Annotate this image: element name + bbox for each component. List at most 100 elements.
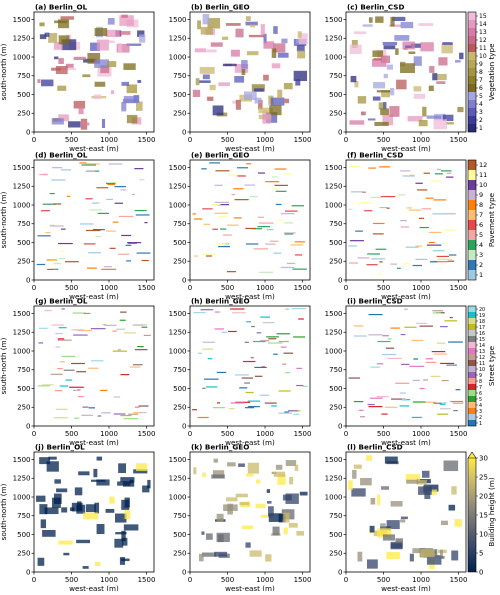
street-segment [59,257,65,260]
colorbar-label: Street type [487,345,496,386]
x-axis-label: west-east (m) [225,584,275,591]
street-segment [216,371,227,374]
map-patch [422,470,430,478]
x-tick-label: 500 [377,284,390,292]
y-tick-label: 250 [17,110,30,118]
colorbar-tick-label: 15 [479,13,487,20]
map-patch [133,469,148,474]
map-patch [58,114,69,122]
map-texture-g [37,308,151,420]
map-patch [136,101,143,111]
street-segment [280,213,295,215]
street-segment [57,338,65,340]
y-tick-label: 1500 [325,16,343,24]
street-segment [436,342,446,344]
street-segment [112,330,117,332]
map-patch [426,555,442,565]
panel-title-h: (h) Berlin_GEO [191,297,250,306]
street-segment [276,333,290,335]
map-patch [411,43,421,48]
panel-d: (d) Berlin_OL 0 500 1000 1500 0 250 500 750 1000 1… [0,151,155,302]
street-segment [107,183,116,186]
map-patch [272,526,280,536]
map-patch [389,106,400,117]
y-tick-label: 1000 [325,53,343,61]
colorbar-tick-label: 18 [479,319,485,325]
map-patch [386,552,400,560]
map-patch [218,82,230,87]
street-segment [39,174,48,176]
map-patch [227,503,233,515]
street-segment [437,261,448,263]
colorbar-tick-label: 25 [479,473,488,481]
street-segment [100,389,108,391]
colorbar-swatch [468,220,476,230]
map-patch [266,489,271,493]
colorbar-swatch [468,366,476,372]
y-axis-label: south-north (m) [0,337,8,394]
map-patch [288,522,298,528]
street-segment [42,384,54,386]
colorbar-tick-label: 1 [479,271,483,279]
street-segment [419,325,433,327]
map-patch [299,491,308,496]
map-patch [360,111,366,116]
map-patch [221,36,229,40]
street-segment [61,228,66,230]
map-patch [85,504,96,513]
colorbar-tick-label: 1 [479,421,482,427]
street-segment [244,341,249,343]
colorbar-tick-label: 13 [479,349,485,355]
map-patch [222,63,237,67]
map-patch [268,513,282,522]
map-patch [265,554,272,562]
street-segment [87,367,99,369]
street-segment [275,190,287,192]
x-axis-label: west-east (m) [225,144,275,153]
x-tick-label: 1500 [450,430,468,438]
street-segment [113,181,117,183]
street-segment [396,267,401,269]
street-segment [206,386,218,388]
panel-title-a: (a) Berlin_OL [35,3,88,12]
colorbar-tick-label: 9 [479,61,483,68]
street-segment [49,192,55,195]
y-tick-label: 1000 [169,53,187,61]
map-patch [400,21,414,29]
street-segment [46,259,57,261]
colorbar-swatch [468,68,476,76]
map-patch [192,89,201,98]
map-patch [386,64,393,70]
plot-area-f [345,159,467,281]
x-tick-label: 1000 [256,136,274,144]
map-patch [60,16,74,20]
plot-area-a [33,11,155,133]
map-patch [235,493,248,498]
x-axis-label: west-east (m) [69,292,119,301]
map-patch [225,497,238,502]
y-tick-label: 0 [338,568,342,576]
colorbar-swatch [468,170,476,180]
y-tick-label: 1250 [13,35,31,43]
y-tick-label: 0 [26,128,30,136]
street-segment [400,226,410,228]
map-patch [454,519,462,527]
street-segment [353,325,364,327]
y-tick-label: 750 [329,220,342,228]
map-patch [68,121,81,128]
street-segment [42,203,56,205]
street-segment [446,176,454,178]
y-tick-label: 1500 [169,310,187,318]
street-segment [434,173,443,175]
colorbar-tick-label: 7 [479,77,483,84]
map-patch [107,61,117,68]
street-segment [233,217,242,219]
y-tick-label: 250 [17,258,30,266]
street-segment [234,199,249,201]
map-patch [199,80,211,83]
map-patch [354,80,359,88]
map-patch [41,79,54,87]
street-segment [215,170,230,172]
map-patch [61,39,77,51]
